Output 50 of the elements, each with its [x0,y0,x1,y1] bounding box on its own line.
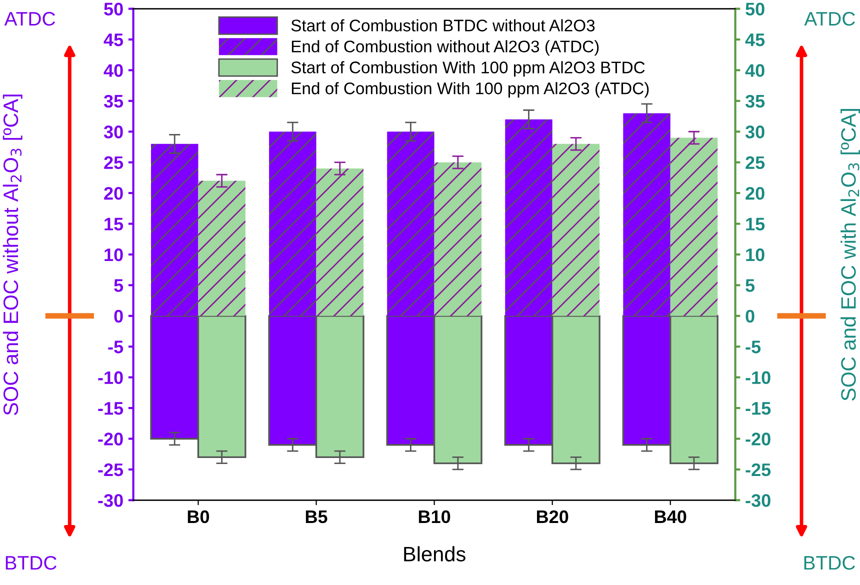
y-tick-label: 30 [104,126,123,138]
x-tick-label: B20 [536,510,568,524]
text: BTDC [6,556,56,570]
y2-tick-label: -5 [746,340,761,354]
y-tick-label: 35 [104,94,124,108]
y-tick-label: 20 [104,186,123,200]
y2-tick-label: -30 [746,494,770,507]
x-axis-title: Blends [404,546,466,562]
y-tick-label: 50 [104,2,123,16]
y2-tick-label: -10 [746,371,770,384]
y2-tick-label: 20 [746,186,764,200]
y-tick-label: 15 [104,218,124,230]
y2-tick-label: 10 [746,248,764,262]
x-tick-label: B40 [655,510,686,524]
legend-label: Start of Combustion With 100 ppm Al2O3 BTDC [291,61,645,77]
y2-tick-label: -20 [746,432,770,446]
y-tick-label: 5 [114,279,124,292]
y-tick-label: 40 [104,64,123,77]
x-tick-label: B10 [418,510,450,524]
y2-tick-label: 5 [746,279,755,292]
y2-tick-label: 30 [745,126,764,138]
legend-label: End of Combustion With 100 ppm Al2O3 (ATDC) [292,82,649,98]
y-tick-label: 0 [114,310,123,323]
y2-tick-label: 40 [745,64,764,77]
x-tick-label: B5 [306,510,328,524]
y2-tick-label: -15 [746,402,771,415]
x-tick-label: B0 [188,510,210,524]
y-tick-label: -15 [98,402,124,415]
y2-tick-label: -25 [746,463,771,476]
text: ATDC [4,12,56,26]
y2-tick-label: 45 [745,34,765,46]
legend-label: Start of Combustion BTDC without Al2O3 [291,19,595,32]
text: BTDC [804,556,855,570]
y2-axis-title: SOC and EOC with Al$_{2}$O$_{3}$ [ºCA] [840,109,860,401]
y-tick-label: -20 [98,432,123,446]
y-tick-label: 45 [104,34,124,46]
y-tick-label: 25 [104,156,124,170]
y-axis-title: SOC and EOC without Al$_{2}$O$_{3}$ [ºCA] [2,94,22,416]
y-tick-label: 10 [104,248,123,262]
text: ATDC [804,12,855,26]
y2-tick-label: 35 [745,94,765,108]
y-tick-label: -30 [98,494,123,507]
y2-tick-label: 15 [746,218,765,230]
y-tick-label: -25 [98,463,124,476]
y-tick-label: -10 [98,371,123,384]
y-tick-label: -5 [108,340,124,354]
y2-tick-label: 25 [746,156,765,170]
y2-tick-label: 0 [746,310,754,323]
legend-label: End of Combustion without Al2O3 (ATDC) [292,40,599,56]
y2-tick-label: 50 [746,2,764,16]
